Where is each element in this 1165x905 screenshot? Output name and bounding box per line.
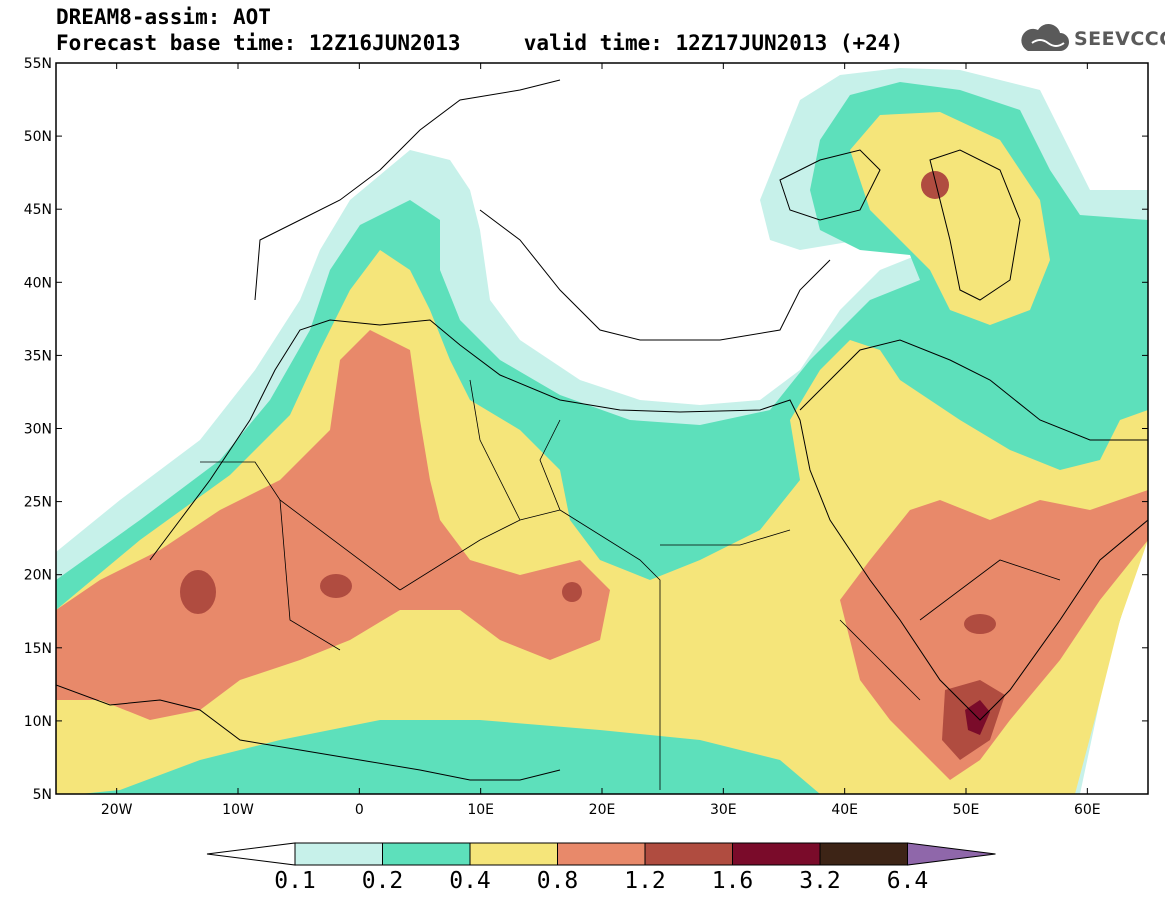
coastlines — [56, 79, 1148, 781]
colorbar-swatch — [557, 842, 646, 866]
colorbar-swatch — [294, 842, 383, 866]
lat-tick-label: 45N — [24, 202, 52, 218]
lat-tick-label: 25N — [24, 495, 52, 511]
colorbar-min-arrow — [206, 842, 296, 866]
colorbar-label: 0.2 — [361, 868, 404, 894]
lon-tick-label: 20E — [589, 802, 616, 818]
lat-tick-label: 5N — [33, 787, 52, 803]
aot-contours — [56, 63, 1148, 794]
lat-tick-label: 10N — [24, 714, 52, 730]
lat-tick-label: 35N — [24, 348, 52, 364]
colorbar-label: 0.4 — [449, 868, 491, 894]
colorbar-swatch — [644, 842, 733, 866]
colorbar-max-arrow — [907, 842, 996, 866]
lat-tick-label: 30N — [24, 422, 52, 438]
lon-tick-label: 40E — [831, 802, 858, 818]
lat-tick-label: 40N — [24, 275, 52, 291]
chart-title: DREAM8-assim: AOT — [56, 5, 271, 29]
colorbar-swatch — [469, 842, 558, 866]
lat-tick-label: 50N — [24, 129, 52, 145]
colorbar-label: 0.8 — [536, 868, 579, 894]
country-borders — [200, 379, 1061, 790]
lon-tick-label: 50E — [953, 802, 980, 818]
lat-tick-label: 55N — [24, 56, 52, 72]
lon-tick-label: 30E — [710, 802, 737, 818]
cloud-icon — [1021, 24, 1069, 51]
colorbar-label: 3.2 — [799, 868, 841, 894]
latitude-axis: 55N 50N 45N 40N 35N 30N 25N 20N 15N 10N 5N — [24, 56, 1148, 803]
colorbar-swatch — [732, 842, 821, 866]
lon-tick-label: 60E — [1074, 802, 1101, 818]
colorbar-label: 6.4 — [886, 868, 929, 894]
lon-tick-label: 0 — [355, 802, 364, 818]
colorbar-label: 1.2 — [624, 868, 666, 894]
lat-tick-label: 15N — [24, 641, 52, 657]
aot-band-0.8-1.2-arabia — [840, 490, 1148, 780]
aot-band-0.4-0.8-caspian — [850, 112, 1050, 325]
aot-band-1.2-1.6 — [180, 171, 1005, 760]
longitude-axis: 20W 10W 0 10E 20E 30E 40E 50E 60E — [101, 63, 1101, 818]
aot-band-0.8-1.2 — [56, 330, 610, 720]
lon-tick-label: 10W — [222, 802, 254, 818]
colorbar-label: 1.6 — [711, 868, 754, 894]
seevccc-logo: SEEVCCC — [1018, 22, 1165, 56]
aot-colorbar — [206, 842, 996, 866]
lon-tick-label: 10E — [467, 802, 494, 818]
lon-tick-label: 20W — [101, 802, 133, 818]
lat-tick-label: 20N — [24, 568, 52, 584]
colorbar-label: 0.1 — [274, 868, 316, 894]
forecast-time-subtitle: Forecast base time: 12Z16JUN2013 valid t… — [56, 31, 904, 55]
colorbar-swatch — [819, 842, 908, 866]
logo-text: SEEVCCC — [1074, 28, 1165, 50]
colorbar-swatch — [382, 842, 471, 866]
